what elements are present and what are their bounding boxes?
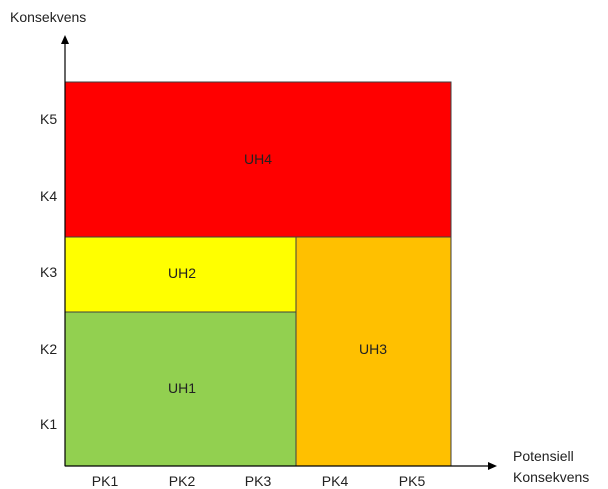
zone-label-uh1: UH1 [168,380,196,396]
x-tick-pk2: PK2 [169,473,196,489]
zone-label-uh4: UH4 [244,151,272,167]
x-axis-title-line2: Konsekvens [513,469,589,485]
y-tick-k4: K4 [40,188,57,204]
zone-uh2 [64,236,297,313]
zone-label-uh3: UH3 [359,341,387,357]
zone-uh4 [64,81,452,238]
y-axis-arrowhead-icon [61,35,69,44]
y-tick-k5: K5 [40,111,57,127]
y-axis-title: Konsekvens [10,9,86,25]
zone-label-uh2: UH2 [168,265,196,281]
zone-uh1 [64,311,297,467]
x-tick-pk1: PK1 [92,473,119,489]
y-tick-k2: K2 [40,341,57,357]
x-axis-title-line1: Potensiell [513,448,574,464]
x-tick-pk3: PK3 [245,473,272,489]
zone-uh3 [295,236,452,467]
x-tick-pk4: PK4 [322,473,349,489]
y-tick-k3: K3 [40,264,57,280]
x-tick-pk5: PK5 [399,473,426,489]
y-tick-k1: K1 [40,416,57,432]
x-axis-arrowhead-icon [488,462,497,470]
